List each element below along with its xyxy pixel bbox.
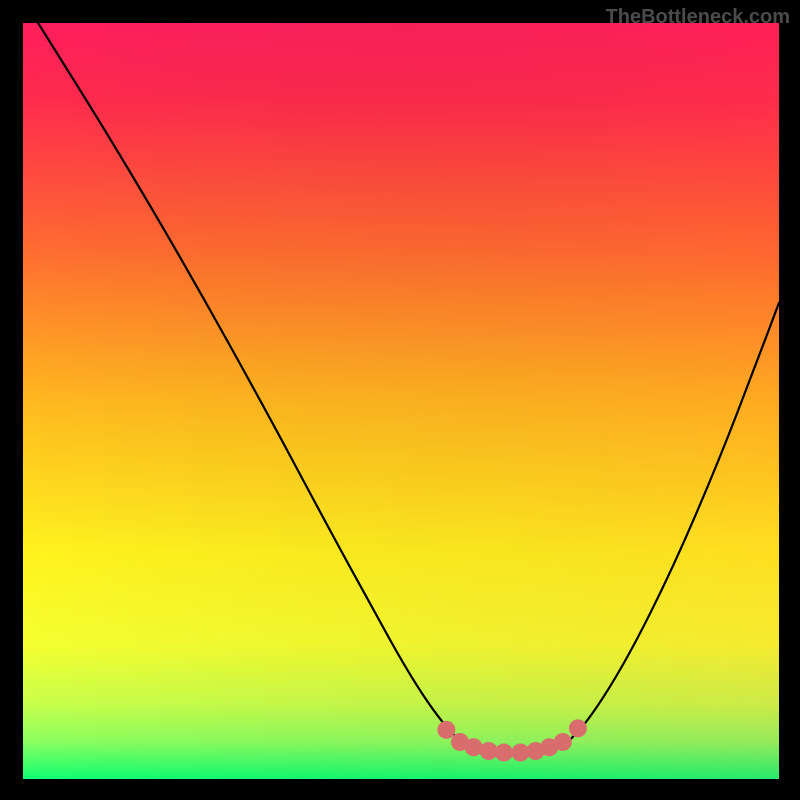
plot-area bbox=[23, 23, 779, 779]
dot-marker bbox=[554, 733, 572, 751]
dot-marker bbox=[437, 721, 455, 739]
curve-left-branch bbox=[38, 23, 461, 743]
dots-group bbox=[437, 719, 587, 761]
dot-marker bbox=[465, 738, 483, 756]
attribution-text: TheBottleneck.com bbox=[606, 6, 790, 29]
dot-marker bbox=[569, 719, 587, 737]
curve-layer bbox=[23, 23, 779, 779]
dot-marker bbox=[495, 744, 513, 762]
curve-right-branch bbox=[567, 303, 779, 743]
